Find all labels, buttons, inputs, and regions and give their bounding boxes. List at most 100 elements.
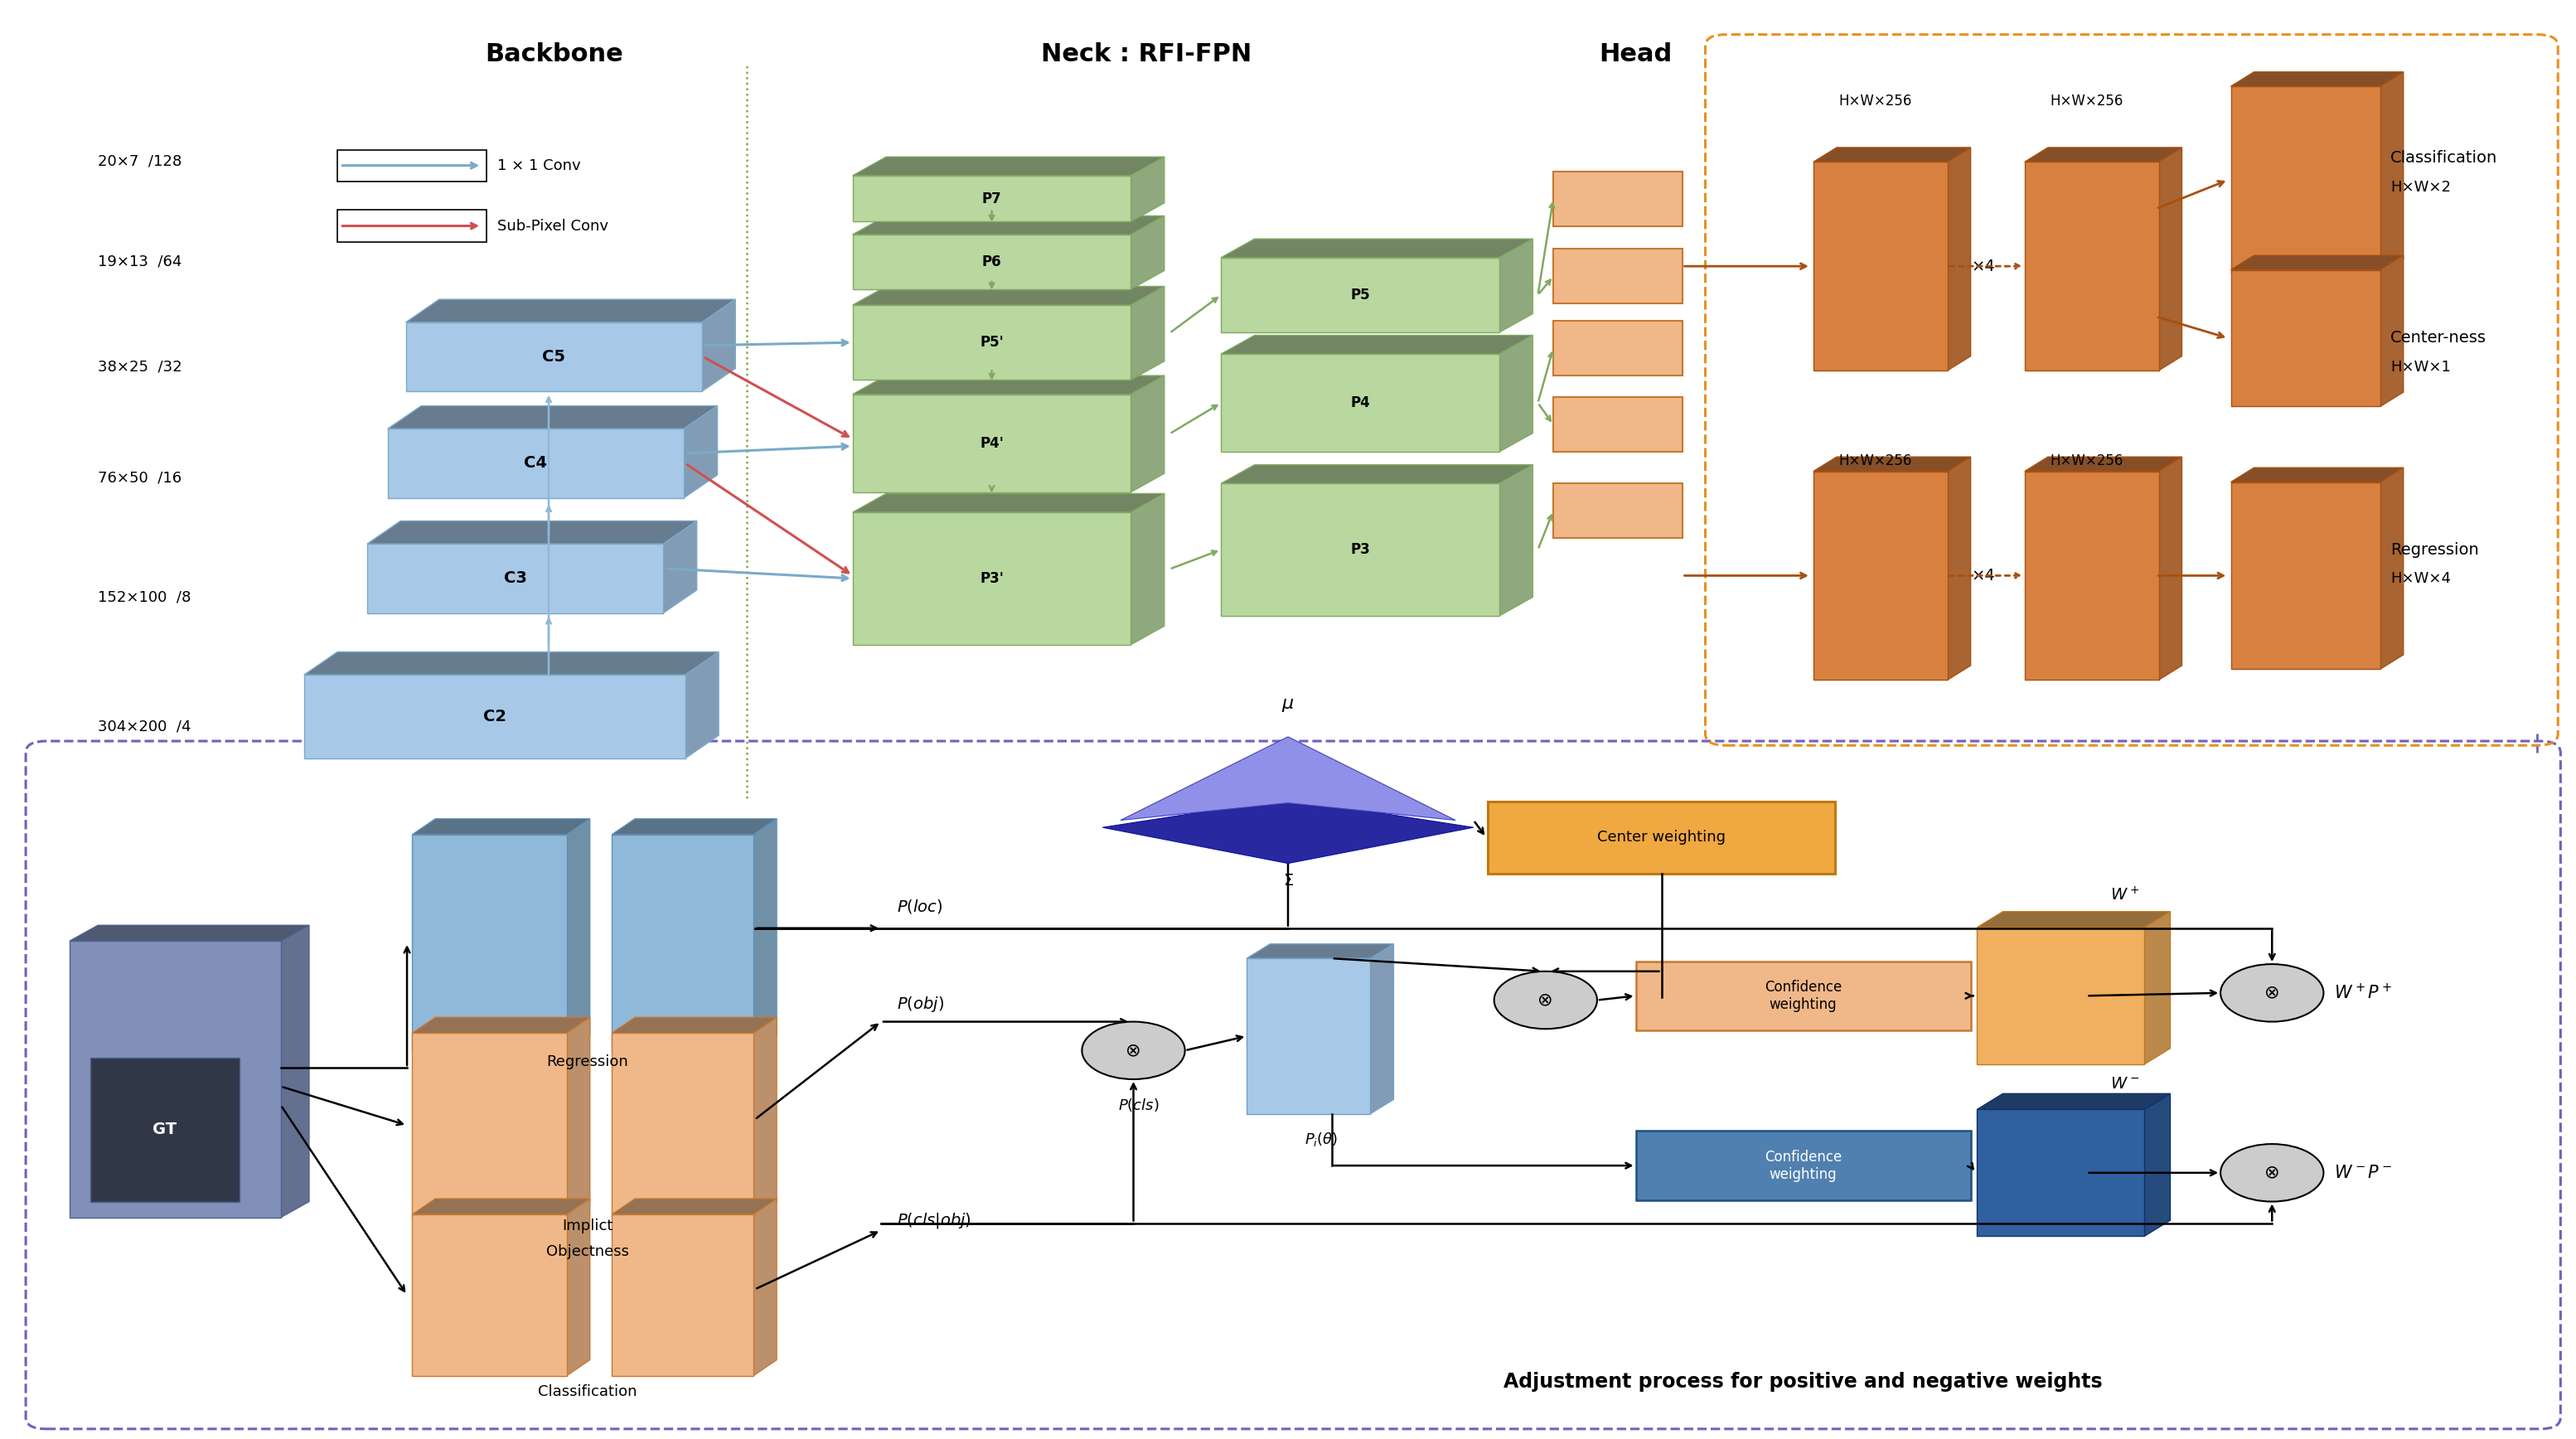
Polygon shape [613,819,778,835]
FancyBboxPatch shape [1553,484,1682,538]
Polygon shape [1978,927,2143,1065]
Polygon shape [1978,1109,2143,1236]
Polygon shape [412,1033,567,1217]
Text: $W^-$: $W^-$ [2110,1076,2141,1091]
Polygon shape [412,1215,567,1376]
Text: P7: P7 [981,191,1002,206]
Polygon shape [412,1199,590,1215]
Text: Head: Head [1600,43,1672,66]
Text: 38×25  /32: 38×25 /32 [98,360,183,374]
FancyBboxPatch shape [1553,397,1682,452]
Polygon shape [1221,239,1533,258]
Text: H×W×256: H×W×256 [2050,94,2123,108]
Polygon shape [1499,335,1533,452]
Text: Regression: Regression [2391,543,2478,557]
Polygon shape [853,305,1131,380]
Polygon shape [304,675,685,758]
Polygon shape [407,322,701,391]
Polygon shape [613,1199,778,1215]
Polygon shape [386,429,685,498]
FancyBboxPatch shape [1553,249,1682,304]
Polygon shape [2231,468,2403,482]
Text: Adjustment process for positive and negative weights: Adjustment process for positive and nega… [1504,1371,2102,1392]
Polygon shape [1131,216,1164,289]
FancyBboxPatch shape [337,210,487,242]
Text: C4: C4 [523,456,549,471]
Text: 152×100  /8: 152×100 /8 [98,590,191,604]
Text: C5: C5 [541,350,567,364]
Polygon shape [1814,458,1971,472]
Polygon shape [1103,799,1473,863]
Text: Classification: Classification [2391,151,2499,165]
Polygon shape [1247,944,1394,958]
Polygon shape [1121,737,1455,820]
Polygon shape [1499,465,1533,616]
Polygon shape [2025,148,2182,163]
Polygon shape [1370,944,1394,1114]
Polygon shape [1131,376,1164,492]
Polygon shape [281,925,309,1217]
Circle shape [1082,1022,1185,1079]
Polygon shape [853,176,1131,222]
Polygon shape [2231,255,2403,271]
Polygon shape [1221,484,1499,616]
Polygon shape [613,1017,778,1033]
Text: Confidence
weighting: Confidence weighting [1765,980,1842,1012]
Polygon shape [2231,482,2380,669]
Polygon shape [613,1215,755,1376]
Polygon shape [70,925,309,941]
Text: Center weighting: Center weighting [1597,830,1726,845]
Text: Implict: Implict [562,1219,613,1233]
Polygon shape [386,406,716,429]
Polygon shape [853,494,1164,512]
Text: 1 × 1 Conv: 1 × 1 Conv [497,158,580,173]
Text: Backbone: Backbone [484,43,623,66]
Polygon shape [2025,472,2159,681]
Text: 19×13  /64: 19×13 /64 [98,255,183,269]
Text: H×W×2: H×W×2 [2391,180,2450,194]
Text: P4: P4 [1350,396,1370,410]
Text: $P(loc)$: $P(loc)$ [896,898,943,915]
Text: H×W×1: H×W×1 [2391,360,2450,374]
Polygon shape [2143,1094,2169,1236]
Polygon shape [567,1199,590,1376]
Text: C3: C3 [505,571,526,586]
FancyBboxPatch shape [1553,321,1682,376]
Polygon shape [368,521,696,544]
Polygon shape [665,521,696,613]
Polygon shape [567,1017,590,1217]
Text: Objectness: Objectness [546,1245,629,1259]
Text: $P(cls|obj)$: $P(cls|obj)$ [896,1210,971,1230]
Polygon shape [1814,472,1947,681]
Text: $P(cls)$: $P(cls)$ [1118,1097,1159,1114]
FancyBboxPatch shape [1636,961,1971,1030]
Polygon shape [1247,958,1370,1114]
Polygon shape [1221,465,1533,484]
Polygon shape [613,1033,755,1217]
Polygon shape [1131,157,1164,222]
Polygon shape [853,216,1164,235]
FancyBboxPatch shape [1636,1131,1971,1200]
Text: P5': P5' [979,335,1005,350]
Text: $W^+$: $W^+$ [2110,886,2141,904]
FancyBboxPatch shape [1489,802,1834,873]
Polygon shape [701,299,737,391]
Text: 304×200  /4: 304×200 /4 [98,720,191,734]
Polygon shape [412,819,590,835]
Text: ×4: ×4 [1971,568,1996,583]
Text: H×W×256: H×W×256 [1839,453,1911,468]
Text: ⊗: ⊗ [1538,991,1553,1009]
Polygon shape [853,286,1164,305]
Circle shape [2221,964,2324,1022]
Text: P4': P4' [979,436,1005,450]
Polygon shape [2231,86,2380,273]
Circle shape [2221,1144,2324,1202]
Text: H×W×256: H×W×256 [2050,453,2123,468]
Polygon shape [1947,458,1971,681]
Text: Classification: Classification [538,1384,636,1399]
Text: Regression: Regression [546,1055,629,1069]
Polygon shape [853,376,1164,394]
Polygon shape [304,652,719,675]
Polygon shape [755,1017,778,1217]
Polygon shape [1221,354,1499,452]
